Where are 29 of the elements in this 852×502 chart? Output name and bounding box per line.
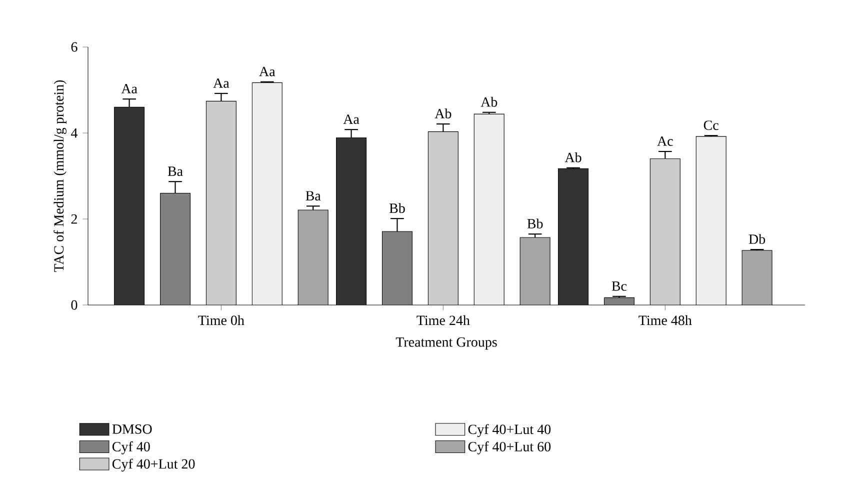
data-label: Ab (564, 152, 582, 162)
data-label: Ab (434, 108, 452, 118)
x-tick-label: Time 24h (416, 315, 470, 326)
data-label: Bb (389, 203, 405, 213)
data-label: Aa (121, 84, 138, 94)
y-tick-label: 6 (71, 42, 78, 52)
legend-label: Cyf 40+Lut 40 (468, 424, 551, 437)
data-label: Ba (168, 166, 183, 176)
data-label: Aa (259, 66, 276, 76)
data-label: Bc (612, 281, 627, 291)
x-axis-title: Treatment Groups (396, 337, 497, 350)
y-tick-label: 0 (71, 300, 78, 310)
data-label: Aa (213, 78, 230, 88)
x-tick-label: Time 0h (198, 315, 244, 326)
y-tick-label: 4 (71, 128, 78, 138)
data-label: Cc (704, 120, 718, 130)
data-label: Ba (306, 191, 321, 201)
x-tick-label: Time 48h (638, 315, 692, 326)
legend-label: Cyf 40+Lut 60 (468, 441, 551, 454)
data-label: Aa (343, 114, 360, 124)
legend-label: Cyf 40+Lut 20 (112, 458, 195, 472)
legend-label: DMSO (112, 424, 152, 434)
data-label: Bb (527, 218, 543, 228)
data-label: Ac (657, 136, 673, 146)
legend-label: Cyf 40 (112, 441, 150, 454)
y-tick-label: 2 (71, 214, 77, 224)
data-label: Ab (480, 96, 498, 107)
y-axis-title: TAC of Medium (mmol/g protein) (54, 80, 66, 272)
data-label: Db (748, 234, 766, 244)
